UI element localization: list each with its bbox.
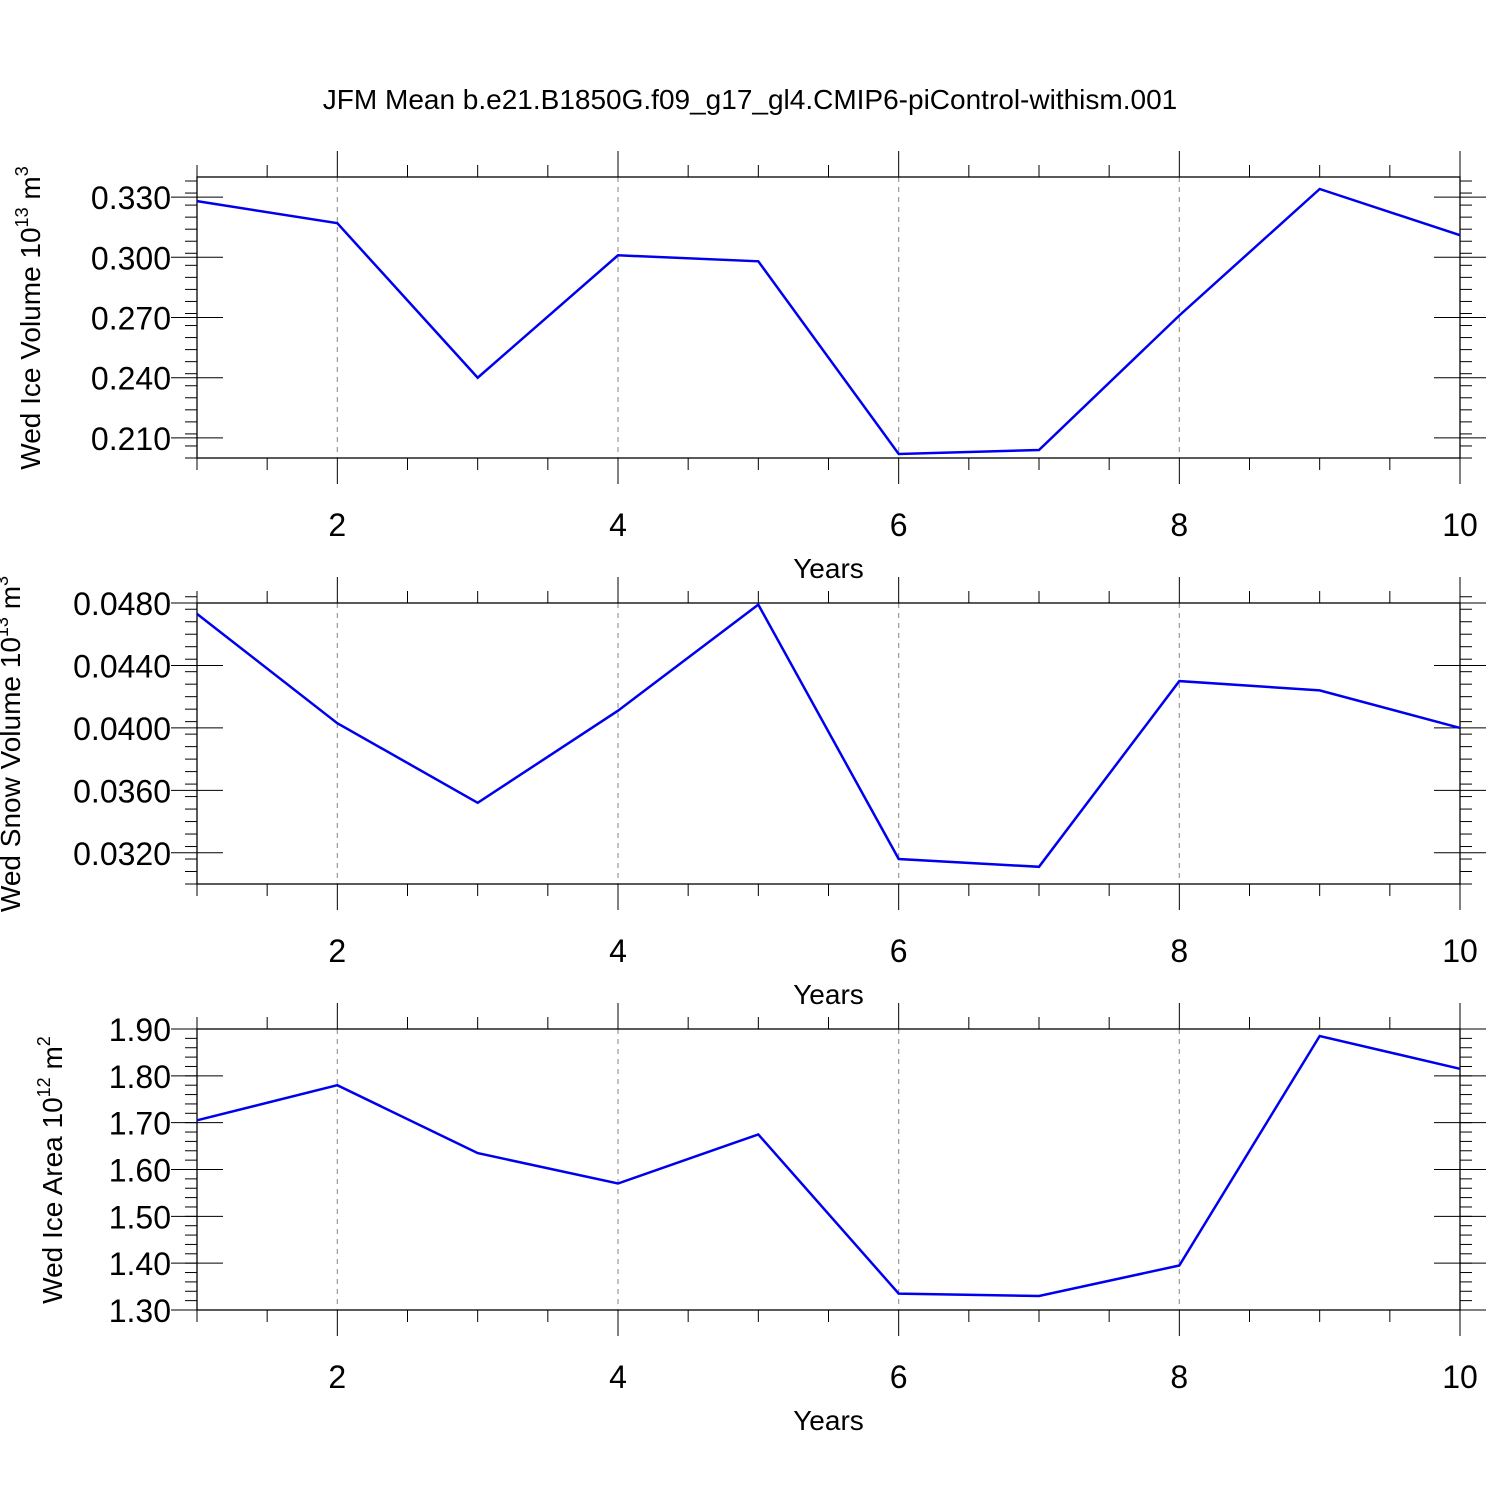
chart-panel-1: 0.210 0.240 0.270 0.300 0.330 2 4 6 8 10 Years Wed … bbox=[12, 151, 1486, 584]
x-tick-label: 8 bbox=[1170, 507, 1188, 543]
plot-frame bbox=[196, 1028, 1461, 1311]
x-tick-label: 6 bbox=[890, 507, 908, 543]
x-axis-label: Years bbox=[793, 553, 864, 584]
series-line-1 bbox=[196, 602, 1461, 869]
y-tick-label: 0.0360 bbox=[73, 773, 171, 809]
y-axis-label-exponent: 13 bbox=[12, 207, 32, 227]
y-axis-label-unit: m bbox=[0, 586, 26, 617]
chart-panel-3: 1.30 1.40 1.50 1.60 1.70 1.80 1.90 2 4 6 8 10 Years W… bbox=[34, 1003, 1486, 1436]
x-tick-label: 10 bbox=[1442, 507, 1478, 543]
y-axis-label-text: Wed Ice Area 10 bbox=[37, 1097, 68, 1304]
plot-frame bbox=[196, 176, 1461, 459]
plot-frame bbox=[196, 602, 1461, 885]
x-tick-label: 8 bbox=[1170, 933, 1188, 969]
chart-panel-2: 0.0320 0.0360 0.0400 0.0440 0.0480 2 4 6 8 10 Year… bbox=[0, 576, 1486, 1010]
y-tick-label: 1.90 bbox=[109, 1012, 171, 1048]
x-tick-label: 2 bbox=[328, 933, 346, 969]
x-tick-label: 6 bbox=[890, 933, 908, 969]
x-tick-label: 2 bbox=[328, 507, 346, 543]
x-tick-label: 4 bbox=[609, 1359, 627, 1395]
y-tick-label: 1.30 bbox=[109, 1293, 171, 1329]
series-line-1 bbox=[196, 1034, 1461, 1298]
x-tick-label: 8 bbox=[1170, 1359, 1188, 1395]
x-tick-label: 4 bbox=[609, 507, 627, 543]
y-tick-label: 0.210 bbox=[91, 421, 171, 457]
y-axis-label-exponent: 13 bbox=[0, 617, 12, 637]
y-tick-label: 0.0320 bbox=[73, 836, 171, 872]
x-tick-label: 6 bbox=[890, 1359, 908, 1395]
x-tick-label: 10 bbox=[1442, 933, 1478, 969]
y-tick-label: 0.270 bbox=[91, 301, 171, 337]
y-tick-label: 0.300 bbox=[91, 240, 171, 276]
y-tick-label: 1.50 bbox=[109, 1199, 171, 1235]
y-tick-label: 1.80 bbox=[109, 1059, 171, 1095]
y-axis-label: Wed Ice Area 1012 m2 bbox=[34, 1036, 68, 1304]
y-tick-label: 0.240 bbox=[91, 361, 171, 397]
y-tick-label: 1.40 bbox=[109, 1246, 171, 1282]
y-tick-label: 0.330 bbox=[91, 180, 171, 216]
y-axis-label-unit-exponent: 2 bbox=[34, 1036, 54, 1046]
y-tick-label: 0.0480 bbox=[73, 586, 171, 622]
y-axis-label-exponent: 12 bbox=[34, 1077, 54, 1097]
y-axis-label-unit: m bbox=[15, 176, 46, 207]
y-axis-label-unit-exponent: 3 bbox=[0, 576, 12, 586]
series-line-1 bbox=[196, 187, 1461, 456]
y-axis-label-text: Wed Snow Volume 10 bbox=[0, 637, 26, 912]
y-axis-label-text: Wed Ice Volume 10 bbox=[15, 227, 46, 469]
y-tick-label: 0.0440 bbox=[73, 648, 171, 684]
x-tick-label: 10 bbox=[1442, 1359, 1478, 1395]
x-tick-label: 2 bbox=[328, 1359, 346, 1395]
y-axis-label: Wed Snow Volume 1013 m3 bbox=[0, 576, 26, 912]
figure-title: JFM Mean b.e21.B1850G.f09_g17_gl4.CMIP6-… bbox=[322, 84, 1178, 115]
y-axis-label-unit-exponent: 3 bbox=[12, 166, 32, 176]
x-tick-label: 4 bbox=[609, 933, 627, 969]
x-axis-label: Years bbox=[793, 1405, 864, 1436]
y-tick-label: 1.70 bbox=[109, 1106, 171, 1142]
y-tick-label: 0.0400 bbox=[73, 711, 171, 747]
x-axis-label: Years bbox=[793, 979, 864, 1010]
y-axis-label-unit: m bbox=[37, 1046, 68, 1077]
y-axis-label: Wed Ice Volume 1013 m3 bbox=[12, 166, 46, 469]
y-tick-label: 1.60 bbox=[109, 1153, 171, 1189]
